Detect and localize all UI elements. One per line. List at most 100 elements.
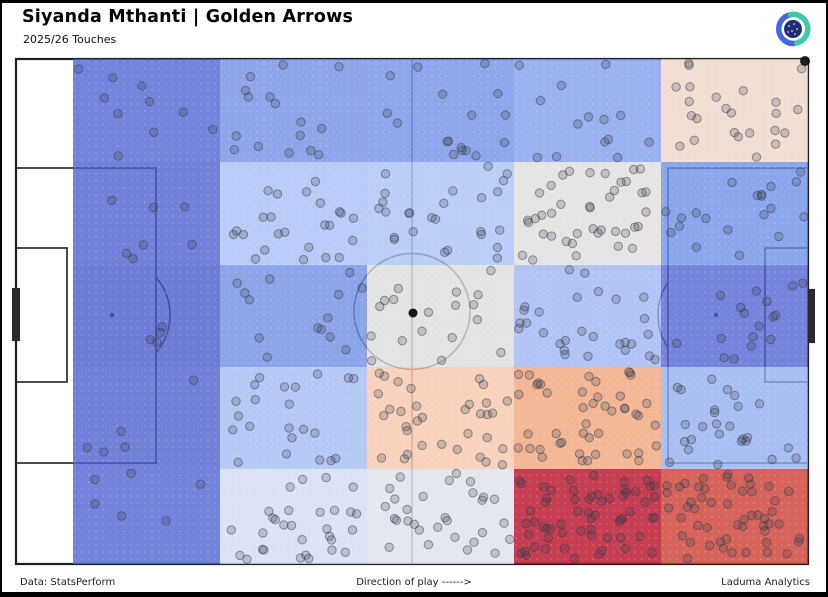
touch-point bbox=[744, 473, 754, 483]
touch-point bbox=[195, 479, 206, 489]
touch-point bbox=[762, 547, 772, 557]
touch-point bbox=[631, 487, 641, 497]
touch-point bbox=[746, 341, 756, 351]
touch-point bbox=[578, 428, 589, 438]
touch-point bbox=[556, 199, 566, 210]
touch-point bbox=[722, 384, 733, 395]
touch-point bbox=[698, 473, 709, 484]
touch-point bbox=[529, 542, 539, 552]
touch-point bbox=[469, 537, 479, 547]
touch-point bbox=[774, 231, 784, 242]
touch-point bbox=[334, 207, 345, 217]
touch-point bbox=[685, 82, 695, 92]
touch-point bbox=[418, 491, 428, 502]
touch-point bbox=[664, 457, 675, 467]
touch-point bbox=[73, 64, 84, 74]
logo-core-speckle bbox=[795, 27, 799, 31]
touch-point bbox=[499, 518, 509, 528]
touch-point bbox=[766, 203, 776, 214]
touch-point bbox=[771, 108, 781, 119]
touch-point bbox=[366, 331, 376, 341]
touch-point bbox=[513, 443, 523, 453]
touch-point bbox=[635, 531, 645, 542]
touch-point bbox=[452, 444, 462, 455]
touch-point bbox=[560, 349, 570, 360]
touch-point bbox=[487, 408, 498, 418]
touch-point bbox=[482, 432, 492, 443]
touch-point bbox=[791, 453, 801, 463]
logo-core-speckle bbox=[786, 30, 790, 34]
touch-point bbox=[505, 534, 515, 544]
touch-point bbox=[577, 456, 587, 466]
touch-point bbox=[244, 295, 255, 305]
touch-point bbox=[525, 443, 535, 454]
touch-point bbox=[556, 519, 566, 529]
touch-point bbox=[475, 452, 485, 462]
touch-point bbox=[615, 391, 625, 401]
touch-point bbox=[644, 351, 655, 361]
touch-point bbox=[463, 428, 473, 439]
touch-point bbox=[284, 148, 294, 158]
touch-point bbox=[180, 202, 190, 212]
left-six-yard-box bbox=[15, 247, 68, 383]
touch-point bbox=[137, 81, 147, 91]
touch-point bbox=[754, 399, 765, 409]
touch-point bbox=[573, 506, 583, 516]
touch-point bbox=[315, 507, 325, 517]
touch-point bbox=[585, 168, 595, 178]
data-source-label: Data: StatsPerform bbox=[20, 577, 116, 588]
touch-point bbox=[537, 452, 547, 462]
touch-point bbox=[178, 107, 188, 117]
touch-point bbox=[396, 406, 406, 417]
touch-point bbox=[680, 419, 690, 430]
touch-point bbox=[385, 483, 395, 494]
touch-point bbox=[107, 195, 117, 206]
touch-point bbox=[315, 455, 325, 465]
touch-point bbox=[676, 384, 686, 395]
touch-point bbox=[423, 540, 434, 550]
touch-point bbox=[399, 454, 410, 464]
touch-point bbox=[450, 532, 460, 542]
touch-point bbox=[663, 503, 674, 513]
touch-point bbox=[480, 59, 490, 69]
logo-ring-arc bbox=[776, 11, 798, 47]
touch-point bbox=[490, 548, 500, 558]
touch-point bbox=[411, 401, 422, 411]
touch-point bbox=[144, 96, 155, 107]
touch-point bbox=[500, 110, 511, 120]
touch-point bbox=[751, 152, 762, 162]
touch-point bbox=[734, 250, 745, 261]
touch-point bbox=[326, 456, 336, 466]
touch-point bbox=[456, 143, 466, 153]
touch-point bbox=[546, 180, 556, 191]
touch-point bbox=[546, 208, 557, 218]
touch-point bbox=[588, 331, 598, 342]
touch-point bbox=[686, 111, 697, 121]
touch-point bbox=[535, 444, 545, 455]
touch-point bbox=[499, 137, 510, 148]
touch-point bbox=[348, 482, 358, 492]
touch-point bbox=[706, 497, 716, 508]
touch-point bbox=[565, 475, 575, 485]
touch-point bbox=[323, 313, 333, 323]
touch-point bbox=[714, 429, 724, 439]
touch-point bbox=[161, 516, 171, 526]
touch-point bbox=[645, 481, 656, 491]
touch-point bbox=[373, 389, 384, 399]
touch-point bbox=[622, 449, 632, 459]
page-subtitle: 2025/26 Touches bbox=[23, 33, 117, 46]
touch-point bbox=[764, 481, 774, 491]
touch-point bbox=[567, 238, 578, 249]
touch-point bbox=[555, 339, 565, 349]
touch-point bbox=[686, 434, 697, 445]
touch-point bbox=[465, 476, 476, 487]
touch-point bbox=[662, 488, 672, 498]
touch-point bbox=[538, 229, 548, 239]
touch-point bbox=[767, 507, 777, 517]
touch-point bbox=[634, 455, 644, 466]
touch-point bbox=[588, 398, 598, 409]
touch-point bbox=[753, 510, 763, 520]
touch-point bbox=[334, 62, 344, 72]
logo-core-ball bbox=[784, 20, 802, 38]
touch-point bbox=[650, 354, 660, 365]
